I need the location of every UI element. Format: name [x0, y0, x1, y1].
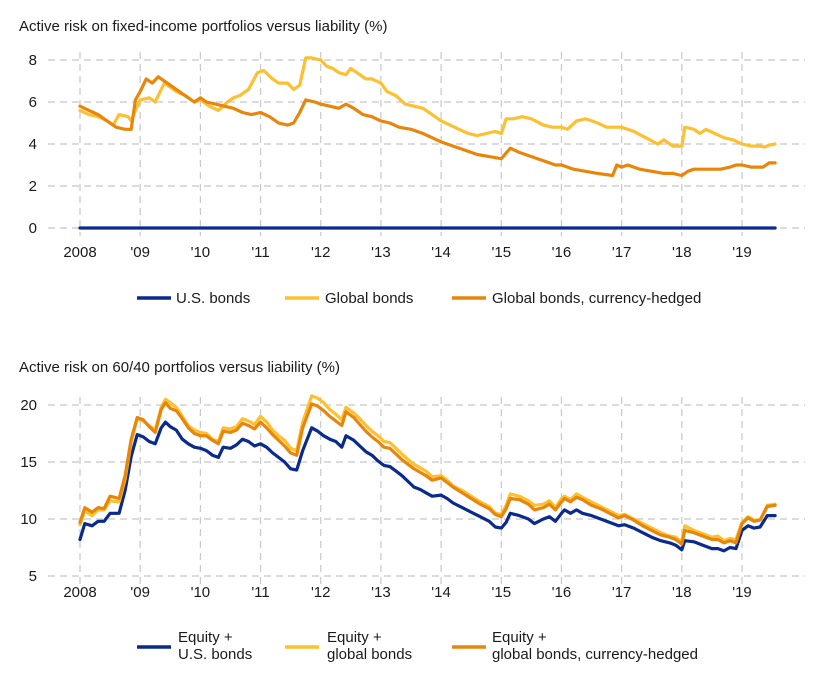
chart-1-xtick-label: '10	[191, 244, 211, 261]
chart-1-xtick-label: 2008	[63, 244, 96, 261]
chart-2-legend-label-line: Equity +	[492, 629, 547, 646]
chart-2: Active risk on 60/40 portfolios versus l…	[19, 359, 805, 663]
chart-1-xtick-label: '14	[431, 244, 451, 261]
chart-2-legend-label-2: Equity + global bonds	[327, 629, 412, 663]
chart-1-ytick-label: 4	[29, 136, 37, 153]
chart-2-xtick-label: '18	[672, 584, 692, 601]
chart-2-series-line-2	[78, 394, 777, 544]
chart-1-ytick-label: 0	[29, 220, 37, 237]
chart-2-ytick-label: 10	[20, 511, 37, 528]
chart-2-legend-label-3: Equity + global bonds, currency-hedged	[492, 629, 698, 663]
chart-2-title: Active risk on 60/40 portfolios versus l…	[19, 359, 340, 376]
chart-2-xtick-label: '16	[552, 584, 572, 601]
chart-1-ytick-label: 2	[29, 178, 37, 195]
chart-2-ytick-label: 20	[20, 397, 37, 414]
chart-1-xtick-label: '12	[311, 244, 331, 261]
chart-2-legend-label-line: global bonds	[327, 646, 412, 663]
chart-2-legend-label-1: Equity + U.S. bonds	[178, 629, 252, 663]
chart-2-xtick-label: '12	[311, 584, 331, 601]
chart-1-ytick-label: 6	[29, 94, 37, 111]
chart-1-xtick-label: '11	[251, 244, 269, 261]
chart-2-legend-label-line: U.S. bonds	[178, 646, 252, 663]
chart-1-legend-label-3: Global bonds, currency-hedged	[492, 290, 701, 307]
chart-2-legend-label-line: Equity +	[327, 629, 382, 646]
chart-1-xtick-label: '15	[491, 244, 511, 261]
chart-1-ytick-label: 8	[29, 52, 37, 69]
chart-2-ytick-label: 15	[20, 454, 37, 471]
chart-2-xtick-label: '19	[732, 584, 752, 601]
chart-1-xtick-label: '16	[552, 244, 572, 261]
chart-2-xtick-label: '15	[491, 584, 511, 601]
chart-2-xtick-label: 2008	[63, 584, 96, 601]
chart-1-xtick-label: '17	[612, 244, 632, 261]
chart-1-xtick-label: '13	[371, 244, 391, 261]
chart-1: Active risk on fixed-income portfolios v…	[19, 18, 805, 307]
chart-1-series-line-3	[78, 75, 777, 178]
chart-2-xtick-label: '17	[612, 584, 632, 601]
chart-2-xtick-label: '14	[431, 584, 451, 601]
chart-1-xtick-label: '19	[732, 244, 752, 261]
chart-2-xtick-label: '11	[251, 584, 269, 601]
chart-2-series-line-1	[78, 420, 777, 553]
chart-2-ytick-label: 5	[29, 568, 37, 585]
chart-1-legend-label-1: U.S. bonds	[176, 290, 250, 307]
chart-1-legend-label-2: Global bonds	[325, 290, 413, 307]
chart-2-legend-label-line: global bonds, currency-hedged	[492, 646, 698, 663]
chart-1-xtick-label: '18	[672, 244, 692, 261]
chart-2-legend-label-line: Equity +	[178, 629, 233, 646]
chart-2-xtick-label: '10	[191, 584, 211, 601]
chart-2-series-line-3	[78, 401, 777, 546]
chart-1-title: Active risk on fixed-income portfolios v…	[19, 18, 387, 35]
chart-2-xtick-label: '09	[130, 584, 150, 601]
chart-1-xtick-label: '09	[130, 244, 150, 261]
chart-2-xtick-label: '13	[371, 584, 391, 601]
